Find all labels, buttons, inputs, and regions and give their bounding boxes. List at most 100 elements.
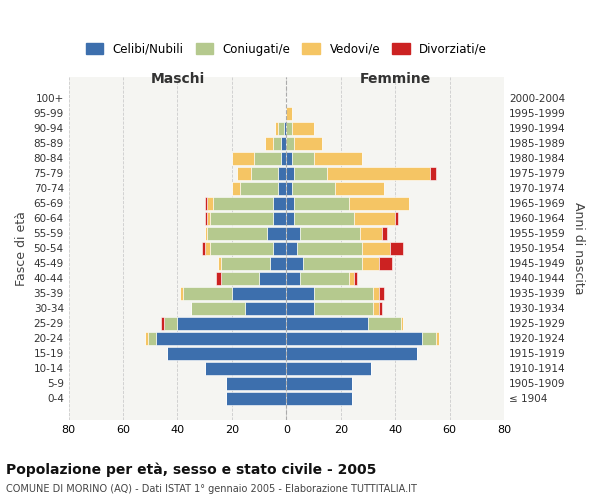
Bar [148,332,156,344]
Bar [295,138,322,149]
Bar [208,227,267,239]
Y-axis label: Anni di nascita: Anni di nascita [572,202,585,294]
Bar [226,392,286,404]
Bar [265,138,273,149]
Bar [286,197,295,209]
Bar [286,227,300,239]
Bar [267,227,286,239]
Bar [232,287,286,300]
Bar [254,152,281,164]
Bar [286,332,422,344]
Bar [368,317,401,330]
Bar [232,182,240,194]
Bar [286,287,314,300]
Bar [226,377,286,390]
Bar [273,197,286,209]
Bar [286,392,352,404]
Bar [275,122,278,134]
Bar [286,152,292,164]
Bar [395,212,398,224]
Bar [297,242,362,254]
Bar [362,242,389,254]
Bar [278,122,284,134]
Bar [286,347,417,360]
Bar [273,138,281,149]
Bar [286,182,292,194]
Bar [349,197,409,209]
Bar [205,227,208,239]
Bar [401,317,403,330]
Bar [240,182,278,194]
Text: Maschi: Maschi [151,72,205,86]
Bar [205,197,208,209]
Bar [221,257,270,270]
Bar [273,242,286,254]
Bar [360,227,382,239]
Bar [251,168,278,179]
Bar [295,168,327,179]
Bar [167,347,286,360]
Bar [302,257,362,270]
Bar [286,138,295,149]
Bar [286,377,352,390]
Bar [379,257,392,270]
Bar [292,182,335,194]
Bar [314,302,373,314]
Bar [273,212,286,224]
Bar [355,212,395,224]
Bar [430,168,436,179]
Bar [221,272,259,284]
Bar [436,332,439,344]
Bar [145,332,148,344]
Bar [286,317,368,330]
Bar [232,152,254,164]
Bar [178,317,286,330]
Bar [205,362,286,374]
Bar [183,287,232,300]
Bar [218,257,221,270]
Bar [300,227,360,239]
Bar [215,272,221,284]
Bar [191,302,245,314]
Bar [355,272,357,284]
Bar [213,197,273,209]
Bar [245,302,286,314]
Text: Popolazione per età, sesso e stato civile - 2005: Popolazione per età, sesso e stato civil… [6,462,376,477]
Bar [278,182,286,194]
Bar [362,257,379,270]
Bar [292,122,314,134]
Bar [286,168,295,179]
Y-axis label: Fasce di età: Fasce di età [15,211,28,286]
Bar [292,152,314,164]
Bar [286,212,295,224]
Bar [270,257,286,270]
Text: Femmine: Femmine [359,72,431,86]
Bar [379,287,384,300]
Bar [295,212,355,224]
Bar [180,287,183,300]
Bar [202,242,205,254]
Bar [259,272,286,284]
Bar [281,152,286,164]
Bar [210,212,273,224]
Bar [284,122,286,134]
Bar [238,168,251,179]
Bar [314,152,362,164]
Bar [422,332,436,344]
Bar [379,302,382,314]
Bar [300,272,349,284]
Bar [208,212,210,224]
Bar [164,317,178,330]
Bar [281,138,286,149]
Bar [156,332,286,344]
Bar [210,242,273,254]
Bar [286,122,292,134]
Bar [286,108,292,120]
Bar [335,182,384,194]
Bar [205,212,208,224]
Bar [286,242,297,254]
Bar [314,287,373,300]
Bar [373,302,379,314]
Bar [373,287,379,300]
Bar [295,197,349,209]
